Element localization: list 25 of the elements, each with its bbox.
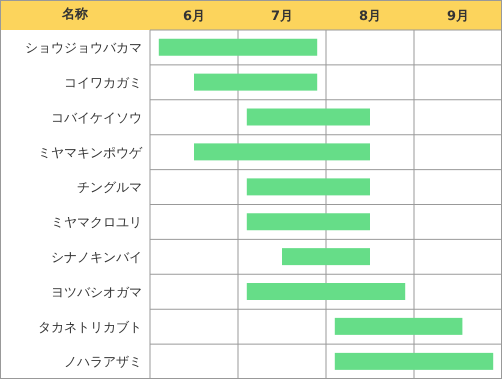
- x-tick-label: 8月: [358, 9, 382, 24]
- y-tick-label: コバイケイソウ: [51, 110, 142, 126]
- y-tick-label: ショウジョウバカマ: [25, 41, 142, 56]
- bar: [246, 213, 370, 230]
- x-tick-label: 7月: [270, 9, 294, 24]
- y-tick-label: チングルマ: [77, 180, 142, 196]
- bar: [194, 143, 370, 160]
- bar: [282, 248, 370, 266]
- y-tick-label: ミヤマクロユリ: [51, 216, 142, 231]
- y-axis-title: 名称: [60, 6, 89, 24]
- y-tick-label: コイワカガミ: [64, 76, 142, 91]
- x-tick-label: 9月: [446, 9, 470, 24]
- bar: [158, 38, 318, 56]
- y-tick-label: ヨツバシオガマ: [51, 285, 142, 300]
- x-tick-label: 6月: [182, 9, 206, 24]
- bar: [246, 283, 406, 300]
- bar: [334, 318, 462, 335]
- y-tick-label: ミヤマキンポウゲ: [38, 146, 143, 161]
- bar: [194, 74, 318, 91]
- bar: [246, 178, 370, 196]
- y-tick-label: ノハラアザミ: [64, 355, 142, 370]
- y-tick-label: シナノキンバイ: [51, 250, 142, 266]
- bar: [246, 108, 370, 126]
- y-tick-label: タカネトリカブト: [38, 320, 142, 336]
- bar: [334, 352, 494, 370]
